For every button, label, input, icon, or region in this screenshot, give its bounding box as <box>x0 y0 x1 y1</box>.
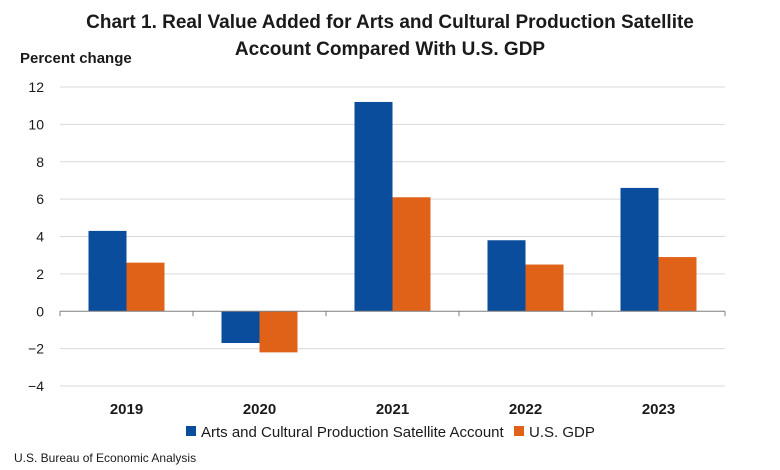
source-note: U.S. Bureau of Economic Analysis <box>14 451 196 465</box>
legend: Arts and Cultural Production Satellite A… <box>186 424 595 441</box>
y-tick-label: −4 <box>28 378 44 394</box>
y-tick-label: 12 <box>28 79 44 95</box>
x-tick-label: 2021 <box>376 401 409 418</box>
legend-swatch <box>514 426 524 436</box>
x-tick-labels: 2019 2020 2021 2022 2023 <box>110 401 675 418</box>
bar-gdp-2023 <box>658 257 697 312</box>
y-tick-label: 8 <box>36 154 44 170</box>
y-tick-label: 2 <box>36 266 44 282</box>
y-tick-label: 4 <box>36 229 44 245</box>
bar-gdp-2021 <box>392 197 431 312</box>
y-axis-label: Percent change <box>20 50 132 67</box>
bar-arts-2021 <box>354 101 393 312</box>
y-tick-labels: −4 −2 0 2 4 6 8 10 12 <box>28 79 44 394</box>
y-tick-label: −2 <box>28 341 44 357</box>
y-tick-label: 10 <box>28 116 44 132</box>
bar-arts-2022 <box>487 240 526 312</box>
bar-arts-2020 <box>221 311 260 344</box>
x-tick-label: 2023 <box>642 401 675 418</box>
legend-label: U.S. GDP <box>529 424 595 441</box>
chart-title-line-1: Chart 1. Real Value Added for Arts and C… <box>86 12 694 33</box>
x-tick-label: 2020 <box>243 401 276 418</box>
bar-arts-2019 <box>88 230 127 312</box>
x-tick-label: 2022 <box>509 401 542 418</box>
bar-arts-2023 <box>620 187 659 312</box>
bar-gdp-2019 <box>126 262 165 312</box>
legend-swatch <box>186 426 196 436</box>
chart-title-line-2: Account Compared With U.S. GDP <box>235 39 546 60</box>
y-tick-label: 6 <box>36 191 44 207</box>
bars <box>88 101 697 353</box>
y-tick-label: 0 <box>36 303 44 319</box>
bar-gdp-2022 <box>525 264 564 312</box>
bar-gdp-2020 <box>259 311 298 353</box>
legend-label: Arts and Cultural Production Satellite A… <box>201 424 504 441</box>
x-tick-label: 2019 <box>110 401 143 418</box>
zero-axis <box>59 310 726 317</box>
